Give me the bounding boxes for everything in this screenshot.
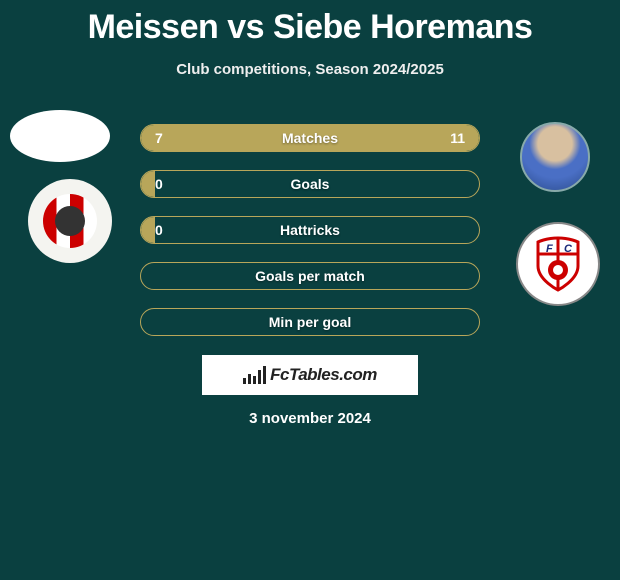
stat-row-hattricks: 0 Hattricks (140, 216, 480, 244)
page-title: Meissen vs Siebe Horemans (0, 0, 620, 47)
svg-text:C: C (564, 243, 573, 255)
fctables-logo[interactable]: FcTables.com (202, 355, 418, 395)
stat-label: Min per goal (269, 314, 351, 330)
player-photo-right (520, 122, 590, 192)
stat-left-value: 7 (155, 130, 163, 146)
stat-row-matches: 7 Matches 11 (140, 124, 480, 152)
stat-label: Hattricks (280, 222, 340, 238)
stat-left-value: 0 (155, 222, 163, 238)
sparta-icon (43, 194, 97, 248)
club-logo-left (28, 179, 112, 263)
stat-label: Goals per match (255, 268, 365, 284)
utrecht-icon: F C (526, 232, 590, 296)
stat-row-min-per-goal: Min per goal (140, 308, 480, 336)
stat-right-value: 11 (450, 130, 465, 146)
club-logo-right: F C (516, 222, 600, 306)
svg-text:F: F (546, 243, 553, 255)
stat-row-goals-per-match: Goals per match (140, 262, 480, 290)
stat-row-goals: 0 Goals (140, 170, 480, 198)
stat-label: Goals (291, 176, 330, 192)
stat-left-value: 0 (155, 176, 163, 192)
stat-fill-left (141, 171, 155, 197)
stats-panel: 7 Matches 11 0 Goals 0 Hattricks Goals p… (140, 124, 480, 354)
subtitle: Club competitions, Season 2024/2025 (0, 61, 620, 78)
stat-fill-left (141, 217, 155, 243)
stat-label: Matches (282, 130, 338, 146)
fctables-text: FcTables.com (270, 365, 377, 385)
player-photo-left (10, 110, 110, 162)
date-label: 3 november 2024 (249, 410, 371, 427)
chart-bars-icon (243, 366, 266, 384)
